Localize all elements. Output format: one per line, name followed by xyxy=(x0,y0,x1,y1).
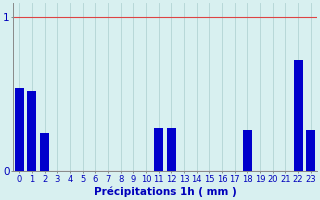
Bar xyxy=(28,91,36,171)
Bar xyxy=(306,130,315,171)
Bar xyxy=(294,60,302,171)
Bar xyxy=(40,133,49,171)
Bar xyxy=(167,128,176,171)
Bar xyxy=(243,130,252,171)
Bar xyxy=(154,128,163,171)
X-axis label: Précipitations 1h ( mm ): Précipitations 1h ( mm ) xyxy=(94,187,236,197)
Bar xyxy=(15,88,24,171)
